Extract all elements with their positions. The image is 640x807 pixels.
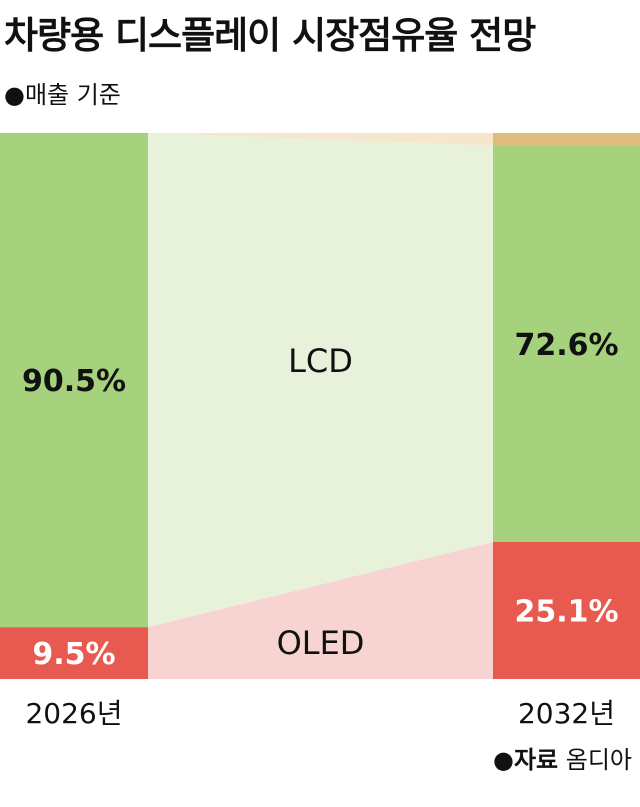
flow-band-lcd (148, 133, 493, 628)
bar-segment-oled (0, 627, 148, 679)
flow-band-oled (148, 541, 493, 679)
source-label: ●자료 (493, 746, 559, 774)
value-label-lcd: 90.5% (22, 364, 126, 399)
bar-segment-lcd (0, 133, 148, 628)
value-label-lcd: 72.6% (514, 328, 618, 363)
series-label-oled: OLED (277, 624, 365, 662)
flow-band-other (148, 133, 493, 146)
value-label-oled: 9.5% (32, 637, 115, 672)
bar-segment-oled (493, 541, 640, 679)
value-label-oled: 25.1% (514, 594, 618, 629)
source-note: ●자료 옴디아 (493, 743, 632, 777)
bar-segment-lcd (493, 145, 640, 542)
bar-segment-other (493, 133, 640, 146)
chart-title: 차량용 디스플레이 시장점유율 전망 (4, 14, 536, 57)
category-label: 2032년 (518, 697, 615, 730)
category-label: 2026년 (25, 697, 122, 730)
chart-subtitle: ●매출 기준 (4, 81, 121, 109)
series-label-lcd: LCD (288, 342, 353, 380)
source-name: 옴디아 (565, 746, 632, 774)
